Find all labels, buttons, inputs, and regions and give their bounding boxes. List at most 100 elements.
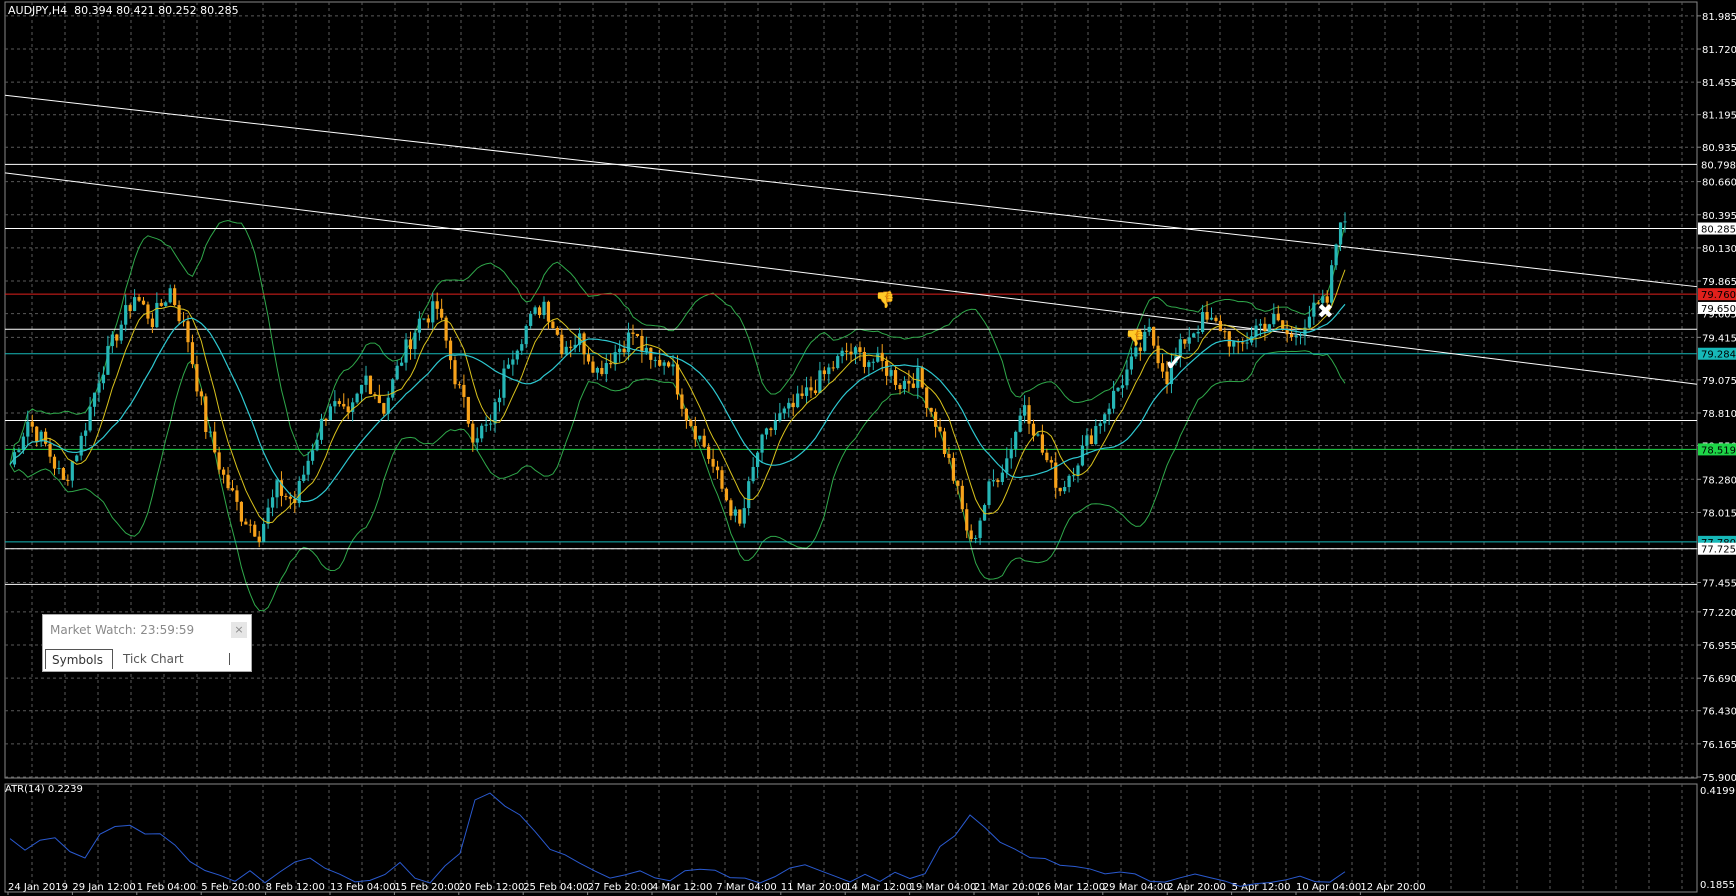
candle-body [836, 356, 840, 368]
price-tick-label: 80.395 [1702, 211, 1736, 222]
candle-body [1103, 414, 1107, 424]
candle-body [756, 452, 760, 467]
candle-body [729, 500, 733, 516]
price-tick-label: 78.280 [1702, 475, 1736, 486]
time-label: 11 Mar 20:00 [781, 882, 848, 893]
candle-body [1058, 487, 1062, 492]
price-tick-label: 76.690 [1702, 674, 1736, 685]
time-label: 19 Mar 04:00 [910, 882, 977, 893]
candle-body [1321, 296, 1325, 303]
candle-body [978, 520, 982, 538]
candle-body [1094, 426, 1098, 445]
ma-fast [9, 269, 1346, 524]
candle-body [827, 367, 831, 375]
chart-icons: 👎 👎 ✔ ✖ [875, 290, 1334, 376]
candle-body [1201, 312, 1205, 332]
candle-body [885, 361, 889, 376]
candle-body [1120, 385, 1125, 388]
candle-body [515, 350, 519, 360]
candle-body [974, 537, 978, 539]
candle-body [1223, 331, 1227, 333]
trendlines [4, 94, 1698, 385]
candle-body [1258, 323, 1263, 326]
candle-body [1071, 475, 1076, 477]
candle-body [262, 523, 266, 543]
candle-body [689, 420, 693, 427]
candle-body [164, 302, 168, 306]
atr-max-label: 0.4199 [1700, 786, 1735, 797]
candle-body [1178, 339, 1182, 357]
candle-body [1245, 342, 1249, 344]
time-axis: 24 Jan 2019 29 Jan 12:00 1 Feb 04:00 5 Feb … [7, 882, 1426, 895]
candle-body [911, 383, 915, 388]
time-label: 5 Feb 20:00 [201, 882, 260, 893]
candle-body [520, 344, 524, 351]
time-label: 8 Feb 12:00 [266, 882, 325, 893]
time-label: 10 Apr 04:00 [1296, 882, 1361, 893]
time-label: 25 Feb 04:00 [523, 882, 589, 893]
candle-body [1005, 458, 1009, 473]
candle-body [560, 334, 564, 355]
tab-tick-chart[interactable]: Tick Chart [123, 652, 184, 666]
candle-body [1312, 302, 1316, 317]
candle-body [871, 361, 875, 363]
candle-body [787, 402, 791, 409]
price-tick-label: 80.660 [1702, 178, 1736, 189]
candle-body [595, 368, 599, 373]
candle-body [1089, 435, 1093, 445]
candle-body [604, 363, 608, 375]
candle-body [21, 436, 25, 451]
candle-body [248, 524, 252, 526]
candle-body [551, 321, 555, 328]
candle-body [707, 446, 711, 459]
candle-body [480, 425, 484, 439]
thumbs-down-icon: 👎 [1125, 328, 1145, 347]
candle-body [956, 480, 960, 486]
candle-body [426, 318, 430, 323]
candle-body [466, 396, 470, 424]
candle-body [115, 334, 119, 341]
price-label: 79.760 [1701, 290, 1736, 301]
time-label: 29 Jan 12:00 [72, 882, 135, 893]
candle-body [573, 344, 577, 348]
price-label: 80.285 [1701, 225, 1736, 236]
candle-body [600, 368, 604, 375]
candle-body [1298, 334, 1303, 336]
candle-body [440, 308, 444, 318]
candle-body [159, 302, 163, 306]
candle-body [653, 359, 657, 361]
price-label-bg [1698, 542, 1736, 555]
candle-body [1009, 448, 1013, 459]
candle-body [778, 413, 782, 421]
candle-body [1276, 313, 1280, 321]
candle-body [1018, 415, 1022, 432]
tab-separator [229, 653, 230, 665]
candle-body [747, 481, 751, 509]
close-icon[interactable]: × [231, 622, 247, 638]
candle-body [960, 485, 964, 510]
candle-body [831, 367, 835, 369]
candle-body [39, 431, 43, 442]
candle-body [208, 431, 212, 433]
candle-body [929, 407, 933, 412]
candle-body [733, 509, 737, 516]
candle-body [969, 530, 973, 539]
chart-grid [4, 1, 1698, 893]
price-tick-label: 75.900 [1702, 773, 1736, 784]
tab-symbols[interactable]: Symbols [45, 649, 113, 669]
candle-body [938, 426, 942, 432]
market-watch-panel[interactable]: Market Watch: 23:59:59 × Symbols Tick Ch… [42, 614, 252, 672]
candle-body [818, 370, 822, 394]
candle-body [315, 439, 319, 451]
candle-body [404, 339, 408, 363]
candle-body [644, 347, 648, 352]
candle-body [110, 334, 114, 347]
price-axis: 81.985 81.720 81.455 81.195 80.935 80.660 80.3… [1697, 12, 1736, 784]
price-tick-label: 78.015 [1702, 508, 1736, 519]
candle-body [934, 411, 938, 427]
candle-body [715, 466, 720, 471]
candle-body [987, 481, 991, 506]
candle-body [400, 362, 404, 366]
candle-body [177, 305, 181, 322]
